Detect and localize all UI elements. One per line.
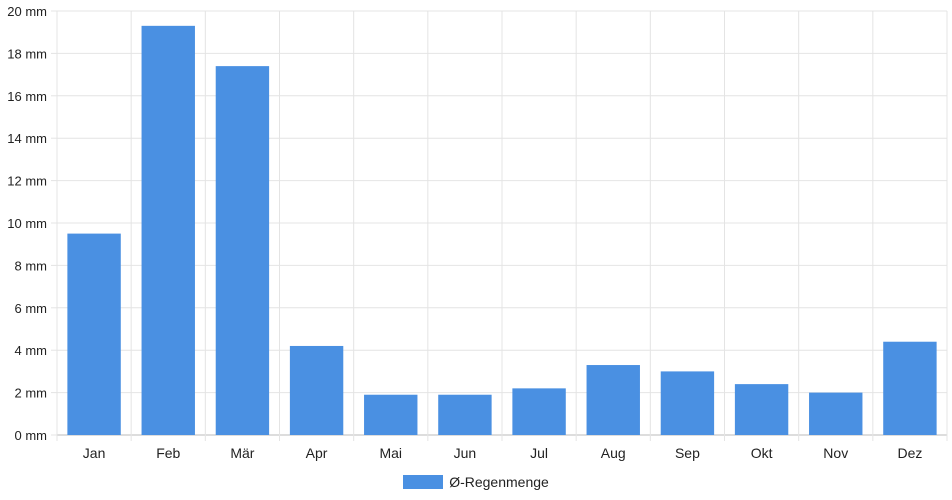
y-tick-label: 18 mm <box>7 46 47 61</box>
x-tick-label: Jul <box>530 445 548 461</box>
y-tick-label: 6 mm <box>15 301 48 316</box>
x-tick-label: Okt <box>751 445 773 461</box>
bar-dez[interactable] <box>883 341 937 435</box>
x-tick-label: Nov <box>823 445 848 461</box>
bar-aug[interactable] <box>586 365 640 435</box>
y-tick-label: 10 mm <box>7 216 47 231</box>
bar-apr[interactable] <box>289 345 344 435</box>
y-tick-label: 12 mm <box>7 174 47 189</box>
x-tick-label: Dez <box>897 445 922 461</box>
legend-swatch <box>403 475 444 489</box>
x-tick-label: Jun <box>454 445 477 461</box>
y-tick-label: 20 mm <box>7 4 47 19</box>
y-tick-label: 0 mm <box>15 428 48 443</box>
x-tick-label: Sep <box>675 445 700 461</box>
y-tick-label: 2 mm <box>15 386 48 401</box>
x-tick-label: Feb <box>156 445 180 461</box>
bar-sep[interactable] <box>660 371 715 435</box>
x-tick-label: Mär <box>230 445 254 461</box>
bar-jul[interactable] <box>512 388 566 435</box>
bar-jan[interactable] <box>67 233 121 435</box>
x-tick-label: Apr <box>306 445 328 461</box>
y-tick-label: 16 mm <box>7 89 47 104</box>
bar-okt[interactable] <box>734 384 789 435</box>
y-tick-label: 4 mm <box>15 343 48 358</box>
legend-label: Ø-Regenmenge <box>449 474 549 490</box>
x-tick-label: Jan <box>83 445 106 461</box>
bar-mai[interactable] <box>364 394 418 435</box>
chart-canvas: 0 mm 2 mm 4 mm 6 mm 8 mm 10 mm 12 mm 14 mm 16 mm… <box>7 4 948 461</box>
y-tick-label: 14 mm <box>7 131 47 146</box>
x-tick-label: Aug <box>601 445 626 461</box>
legend[interactable]: Ø-Regenmenge <box>0 472 952 492</box>
bar-mär[interactable] <box>215 66 270 436</box>
bar-nov[interactable] <box>809 392 863 435</box>
x-tick-label: Mai <box>379 445 402 461</box>
bar-jun[interactable] <box>438 394 492 435</box>
y-tick-label: 8 mm <box>15 258 48 273</box>
bar-feb[interactable] <box>141 25 195 436</box>
